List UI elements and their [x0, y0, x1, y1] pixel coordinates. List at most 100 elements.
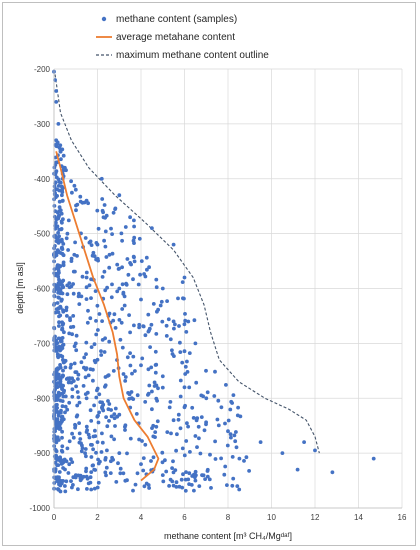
sample-point: [59, 246, 64, 250]
sample-point: [89, 296, 93, 300]
sample-point: [182, 349, 187, 354]
sample-point: [117, 193, 122, 198]
sample-point: [86, 201, 90, 206]
sample-point: [80, 274, 85, 279]
sample-point: [56, 487, 61, 492]
sample-point: [143, 274, 148, 279]
sample-point: [59, 219, 64, 224]
sample-point: [104, 465, 109, 470]
sample-point: [53, 155, 58, 160]
sample-point: [91, 447, 95, 452]
sample-point: [59, 184, 64, 189]
legend-label-outline: maximum methane content outline: [116, 50, 269, 61]
sample-point: [54, 89, 59, 93]
sample-point: [60, 193, 64, 198]
sample-point: [56, 231, 60, 235]
sample-point: [77, 291, 81, 296]
sample-point: [80, 446, 85, 450]
sample-point: [159, 299, 164, 304]
sample-point: [141, 456, 146, 460]
sample-point: [55, 406, 59, 410]
sample-point: [92, 342, 97, 347]
sample-point: [223, 421, 227, 426]
sample-point: [72, 183, 77, 188]
sample-point: [228, 432, 233, 437]
sample-point: [131, 254, 136, 259]
sample-point: [135, 393, 140, 398]
sample-point: [128, 351, 133, 355]
sample-point: [56, 274, 61, 279]
sample-point: [182, 405, 187, 410]
sample-point: [103, 288, 108, 293]
sample-point: [96, 258, 100, 263]
sample-point: [76, 487, 80, 492]
sample-point: [222, 472, 227, 477]
sample-point: [57, 205, 62, 210]
sample-point: [85, 390, 90, 395]
sample-point: [53, 195, 58, 200]
sample-point: [59, 299, 64, 303]
sample-point: [61, 479, 65, 483]
sample-point: [150, 226, 154, 231]
sample-point: [64, 479, 69, 484]
sample-point: [235, 413, 240, 418]
sample-point: [134, 412, 139, 416]
sample-point: [184, 439, 189, 443]
sample-point: [313, 448, 317, 453]
axes: 0 2 4 6 8 10 12 14 16 -200 -300 -400 -500 -600 -700 -80…: [30, 65, 407, 522]
sample-point: [61, 321, 66, 326]
sample-point: [160, 473, 165, 477]
sample-point: [109, 414, 114, 419]
sample-point: [187, 351, 192, 355]
x-tick-label: 12: [311, 513, 320, 522]
sample-point: [57, 426, 62, 431]
sample-point: [106, 373, 111, 378]
sample-point: [166, 317, 171, 322]
sample-point: [54, 175, 59, 180]
sample-point: [96, 328, 100, 332]
sample-point: [100, 275, 105, 279]
y-tick-label: -400: [34, 175, 51, 184]
sample-point: [82, 200, 87, 205]
sample-point: [177, 484, 182, 489]
sample-point: [216, 398, 221, 403]
sample-point: [79, 449, 84, 454]
legend-label-samples: methane content (samples): [116, 14, 237, 25]
sample-point: [65, 446, 70, 451]
sample-point: [154, 424, 159, 429]
sample-point: [62, 457, 67, 462]
average-line: [55, 151, 160, 482]
sample-point: [58, 459, 62, 463]
sample-point: [62, 388, 66, 393]
sample-point: [203, 477, 208, 481]
sample-point: [228, 407, 233, 412]
sample-point: [137, 236, 142, 241]
sample-point: [60, 198, 65, 203]
sample-point: [182, 453, 187, 458]
sample-point: [99, 450, 104, 454]
sample-point: [107, 252, 112, 257]
sample-point: [179, 477, 184, 482]
x-tick-label: 6: [182, 513, 187, 522]
sample-point: [167, 484, 172, 488]
sample-point: [103, 384, 107, 389]
sample-point: [231, 476, 236, 481]
sample-point: [63, 489, 68, 494]
sample-point: [78, 194, 83, 199]
sample-point: [170, 348, 174, 353]
sample-point: [72, 344, 77, 349]
sample-point: [74, 333, 79, 338]
sample-point: [131, 277, 135, 282]
sample-point: [77, 421, 81, 425]
sample-point: [123, 424, 127, 429]
sample-point: [116, 461, 120, 466]
sample-point: [67, 331, 72, 336]
sample-point: [186, 424, 191, 429]
sample-point: [76, 377, 80, 381]
sample-point: [63, 365, 68, 370]
sample-point: [168, 337, 173, 342]
sample-point: [57, 482, 61, 487]
sample-point: [53, 419, 58, 424]
sample-point: [111, 210, 116, 215]
sample-point: [56, 184, 61, 188]
